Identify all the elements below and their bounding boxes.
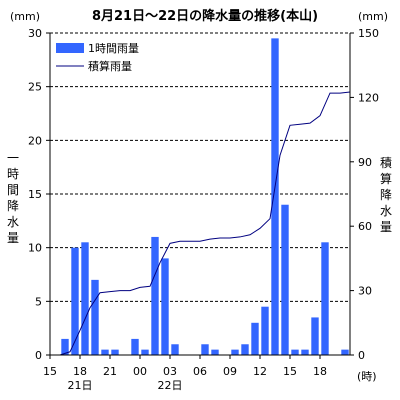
x-tick-label: 15 (283, 365, 297, 378)
left-tick-label: 30 (28, 27, 42, 40)
rain-bar (271, 38, 279, 355)
rain-bar (301, 349, 309, 355)
rain-bar (141, 349, 149, 355)
axes (46, 32, 354, 359)
x-date-label: 21日 (68, 379, 93, 392)
rain-bar (91, 279, 99, 355)
tick-labels: 0 5 10 15 20 25 30 0 30 60 90 120 150 15 18 21 00 03 06 09 1… (28, 27, 379, 392)
left-tick-label: 20 (28, 134, 42, 147)
rain-bar (311, 317, 319, 355)
x-tick-label: 06 (193, 365, 207, 378)
right-axis-label: 積算降水量 (379, 156, 392, 234)
x-tick-label: 00 (133, 365, 147, 378)
left-tick-label: 25 (28, 81, 42, 94)
cumulative-line (50, 91, 351, 356)
left-axis-unit: (mm) (10, 10, 40, 23)
x-tick-label: 18 (313, 365, 327, 378)
legend: 1時間雨量 積算雨量 (56, 42, 139, 73)
x-tick-label: 15 (43, 365, 57, 378)
line-series (50, 91, 351, 356)
right-axis-unit: (mm) (358, 10, 388, 23)
x-tick-label: 21 (103, 365, 117, 378)
rain-bar (231, 349, 239, 355)
right-tick-label: 120 (358, 91, 379, 104)
x-tick-label: 18 (73, 365, 87, 378)
left-tick-label: 5 (35, 295, 42, 308)
x-tick-label: 09 (223, 365, 237, 378)
left-axis-label: 一時間降水量 (6, 151, 19, 245)
right-tick-label: 90 (358, 156, 372, 169)
rain-bar (161, 258, 169, 355)
legend-bar-label: 1時間雨量 (88, 42, 139, 55)
left-tick-label: 0 (35, 349, 42, 362)
rain-bar (131, 338, 139, 355)
left-tick-label: 15 (28, 188, 42, 201)
rain-bar (151, 236, 159, 355)
rain-bar (341, 349, 349, 355)
rain-bar (291, 349, 299, 355)
x-axis-unit: (時) (357, 370, 377, 383)
x-tick-label: 03 (163, 365, 177, 378)
x-tick-label: 12 (253, 365, 267, 378)
rain-bar (321, 242, 329, 355)
chart-title: 8月21日～22日の降水量の推移(本山) (92, 8, 318, 24)
grid-lines (50, 32, 350, 302)
right-tick-label: 150 (358, 27, 379, 40)
rain-bar (71, 247, 79, 355)
legend-bar-swatch (56, 43, 84, 53)
rain-bar (251, 322, 259, 355)
rain-bar (81, 242, 89, 355)
x-date-label: 22日 (158, 379, 183, 392)
bar-series (61, 38, 349, 355)
rain-bar (171, 344, 179, 355)
right-tick-label: 30 (358, 285, 372, 298)
rain-bar (101, 349, 109, 355)
legend-line-label: 積算雨量 (88, 59, 132, 73)
left-tick-label: 10 (28, 242, 42, 255)
right-tick-label: 0 (358, 349, 365, 362)
rain-bar (261, 306, 269, 355)
rain-bar (201, 344, 209, 355)
right-tick-label: 60 (358, 220, 372, 233)
rain-bar (211, 349, 219, 355)
rain-bar (241, 344, 249, 355)
rain-bar (111, 349, 119, 355)
rain-bar (281, 204, 289, 355)
rain-bar (61, 338, 69, 355)
